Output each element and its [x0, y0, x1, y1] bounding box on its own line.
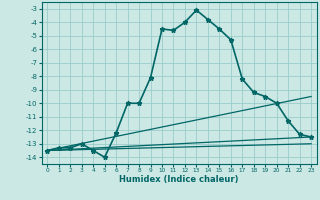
- X-axis label: Humidex (Indice chaleur): Humidex (Indice chaleur): [119, 175, 239, 184]
